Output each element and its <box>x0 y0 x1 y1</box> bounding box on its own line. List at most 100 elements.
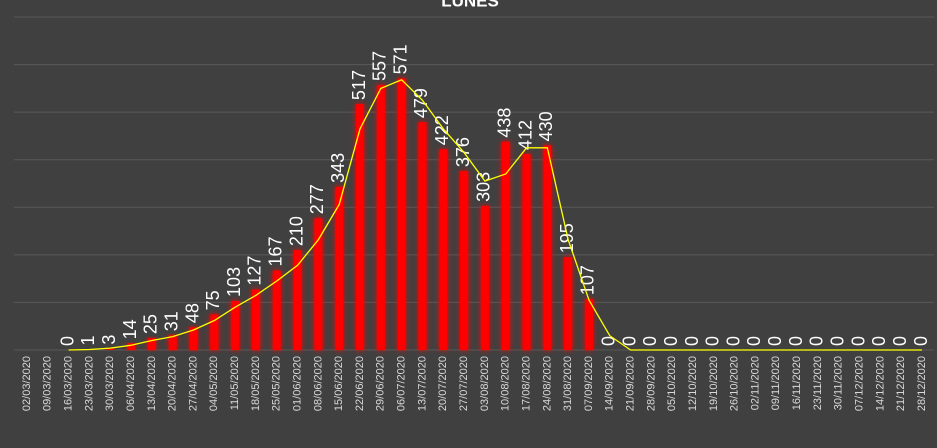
data-label: 0 <box>827 336 847 346</box>
x-tick-label: 16/11/2020 <box>791 356 803 410</box>
data-label: 0 <box>744 336 764 346</box>
x-tick-label: 13/07/2020 <box>416 356 428 411</box>
data-label: 1 <box>78 336 98 346</box>
bar <box>522 154 531 350</box>
data-label: 48 <box>182 303 202 323</box>
x-tick-label: 25/05/2020 <box>271 356 283 411</box>
x-tick-label: 28/12/2020 <box>916 356 928 411</box>
x-tick-label: 27/07/2020 <box>458 356 470 411</box>
x-tick-label: 18/05/2020 <box>250 356 262 411</box>
x-tick-label: 01/06/2020 <box>291 356 303 411</box>
chart-title: LUNES <box>441 0 499 10</box>
trend-line <box>68 79 922 351</box>
data-label: 3 <box>99 335 119 345</box>
x-tick-label: 14/12/2020 <box>874 356 886 411</box>
data-label: 0 <box>786 336 806 346</box>
x-tick-label: 02/11/2020 <box>749 356 761 410</box>
data-label: 277 <box>307 184 327 214</box>
x-tick-label: 20/07/2020 <box>437 356 449 411</box>
bar <box>418 122 427 350</box>
bar <box>335 186 344 350</box>
x-tick-label: 02/03/2020 <box>21 356 33 411</box>
x-tick-label: 06/07/2020 <box>396 356 408 411</box>
data-label: 0 <box>619 336 639 346</box>
data-label: 422 <box>432 115 452 145</box>
data-label: 0 <box>869 336 889 346</box>
x-tick-label: 07/12/2020 <box>853 356 865 411</box>
bar <box>231 301 240 350</box>
x-tick-label: 19/10/2020 <box>708 356 720 411</box>
bar <box>189 327 198 350</box>
data-label: 0 <box>703 336 723 346</box>
x-tick-label: 03/08/2020 <box>479 356 491 411</box>
data-label: 107 <box>578 265 598 295</box>
bar <box>543 145 552 350</box>
x-tick-label: 30/03/2020 <box>104 356 116 411</box>
bar <box>460 171 469 350</box>
data-label: 557 <box>370 51 390 81</box>
x-tick-label: 11/05/2020 <box>229 356 241 410</box>
x-tick-label: 28/09/2020 <box>645 356 657 411</box>
data-label: 412 <box>515 120 535 150</box>
bar <box>272 270 281 350</box>
x-tick-label: 10/08/2020 <box>500 356 512 411</box>
x-tick-label: 08/06/2020 <box>312 356 324 411</box>
bar <box>501 141 510 350</box>
x-tick-label: 26/10/2020 <box>729 356 741 411</box>
x-tick-label: 05/10/2020 <box>666 356 678 411</box>
bar <box>168 335 177 350</box>
data-label: 0 <box>848 336 868 346</box>
data-label: 303 <box>474 172 494 202</box>
data-label: 438 <box>494 108 514 138</box>
x-tick-label: 21/12/2020 <box>895 356 907 411</box>
bar <box>210 314 219 350</box>
data-label: 430 <box>536 111 556 141</box>
data-label: 0 <box>599 336 619 346</box>
x-tick-label: 31/08/2020 <box>562 356 574 411</box>
bar <box>147 338 156 350</box>
x-tick-label: 13/04/2020 <box>146 356 158 411</box>
x-tick-label: 12/10/2020 <box>687 356 699 411</box>
data-label: 25 <box>141 314 161 334</box>
bar <box>314 218 323 350</box>
bar <box>439 149 448 350</box>
bar <box>397 78 406 351</box>
data-label: 0 <box>640 336 660 346</box>
x-tick-label: 06/04/2020 <box>125 356 137 411</box>
x-tick-label: 27/04/2020 <box>187 356 199 411</box>
x-tick-label: 22/06/2020 <box>354 356 366 411</box>
data-label: 0 <box>807 336 827 346</box>
bar <box>584 299 593 350</box>
x-tick-label: 07/09/2020 <box>583 356 595 411</box>
data-label: 571 <box>390 44 410 74</box>
x-tick-label: 20/04/2020 <box>167 356 179 411</box>
x-tick-label: 21/09/2020 <box>625 356 637 411</box>
x-tick-label: 15/06/2020 <box>333 356 345 411</box>
x-tick-label: 17/08/2020 <box>520 356 532 411</box>
bar <box>356 104 365 350</box>
x-tick-label: 24/08/2020 <box>541 356 553 411</box>
x-tick-label: 14/09/2020 <box>604 356 616 411</box>
data-label: 0 <box>890 336 910 346</box>
data-label: 0 <box>723 336 743 346</box>
x-tick-label: 23/11/2020 <box>812 356 824 410</box>
x-tick-label: 23/03/2020 <box>83 356 95 411</box>
data-label: 75 <box>203 290 223 310</box>
data-label: 0 <box>911 336 931 346</box>
bar <box>376 85 385 350</box>
data-label: 127 <box>245 256 265 286</box>
x-tick-label: 09/03/2020 <box>42 356 54 411</box>
data-label: 0 <box>57 336 77 346</box>
x-tick-label: 09/11/2020 <box>770 356 782 410</box>
x-tick-label: 29/06/2020 <box>375 356 387 411</box>
data-label: 0 <box>765 336 785 346</box>
data-label: 210 <box>286 216 306 246</box>
bar <box>564 257 573 350</box>
data-label: 195 <box>557 223 577 253</box>
bar <box>127 343 136 350</box>
data-label: 14 <box>120 319 140 339</box>
data-label: 517 <box>349 70 369 100</box>
data-label: 343 <box>328 153 348 183</box>
bar <box>106 348 115 350</box>
